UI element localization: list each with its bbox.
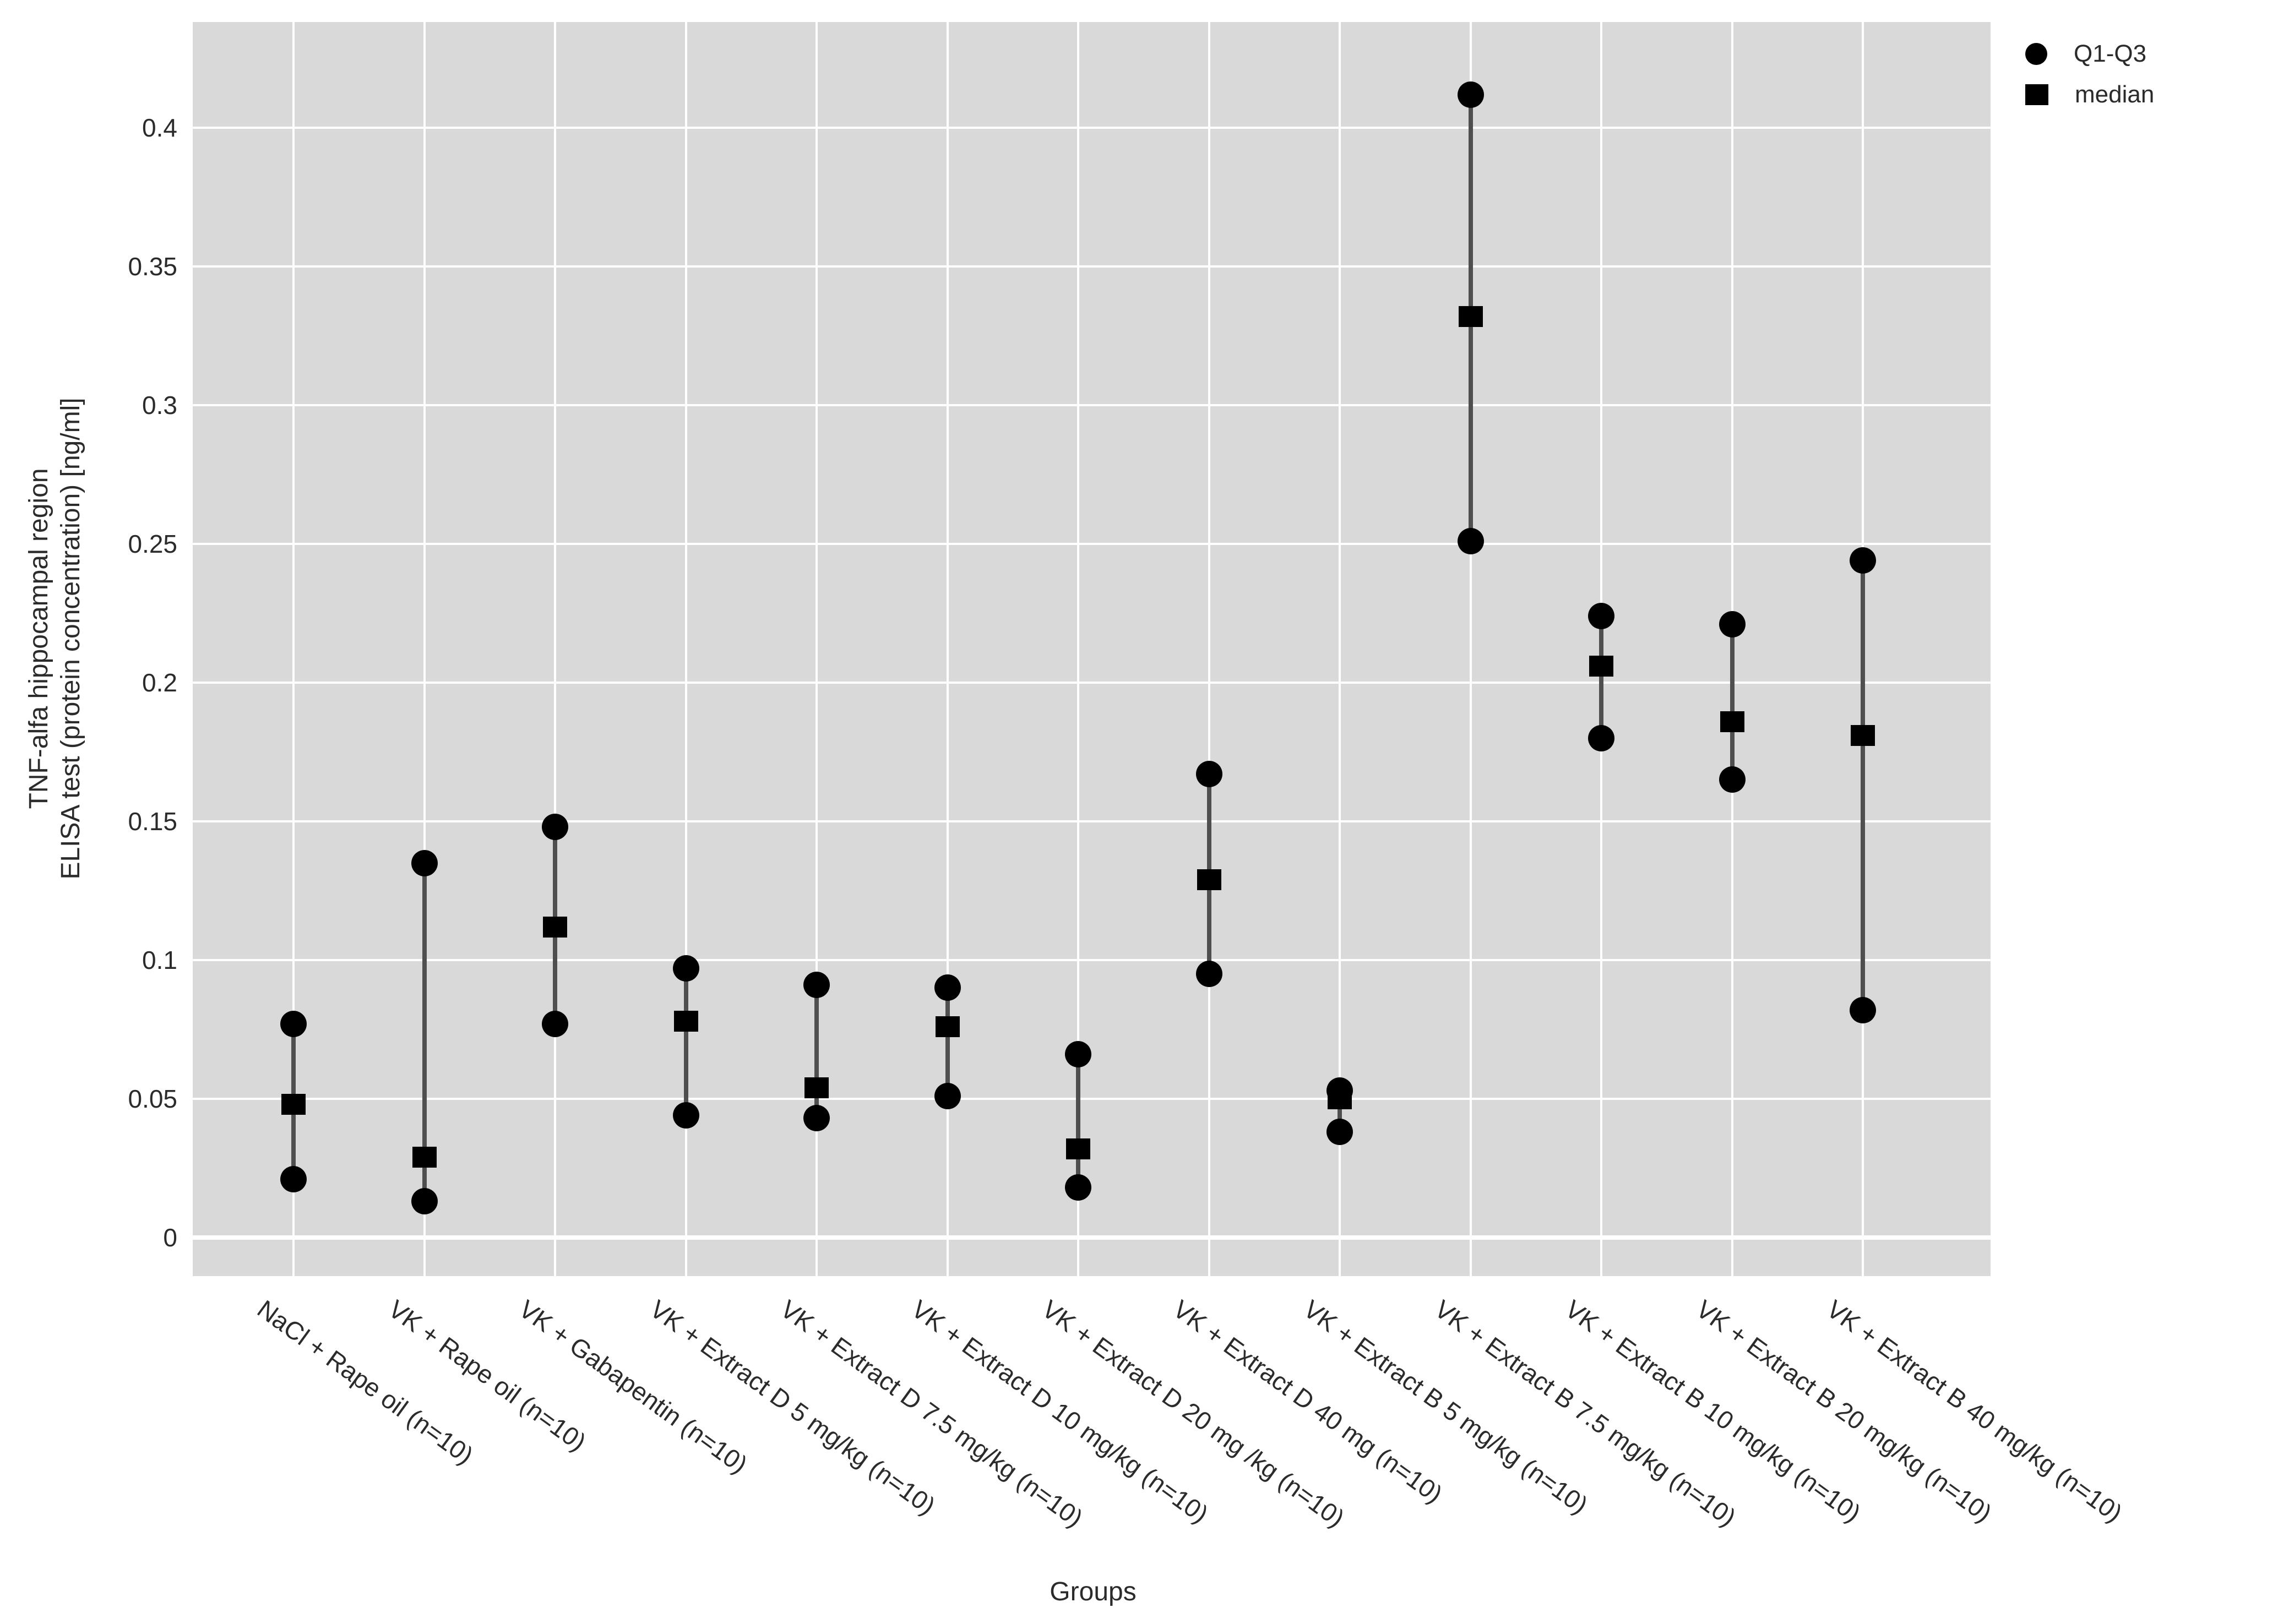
q1-marker xyxy=(1850,996,1876,1023)
x-tick-label: VK + Gabapentin (n=10) xyxy=(514,1294,753,1479)
range-line xyxy=(683,968,688,1116)
q1-marker xyxy=(1195,961,1222,988)
y-tick-label: 0.35 xyxy=(128,252,177,281)
y-tick-label: 0.15 xyxy=(128,807,177,836)
median-marker xyxy=(935,1016,960,1037)
median-marker xyxy=(1720,711,1744,732)
y-axis-title-line1: TNF-alfa hippocampal region xyxy=(24,468,53,809)
gridline-horizontal xyxy=(193,682,1991,684)
legend-label: Q1-Q3 xyxy=(2074,40,2147,67)
gridline-horizontal xyxy=(193,543,1991,545)
gridline-horizontal xyxy=(193,820,1991,822)
q3-marker xyxy=(1195,761,1222,788)
gridline-horizontal xyxy=(193,127,1991,129)
gridline-horizontal xyxy=(193,404,1991,406)
q1-marker xyxy=(1065,1174,1091,1201)
median-marker xyxy=(412,1146,437,1168)
q1-marker xyxy=(411,1188,438,1215)
q3-marker xyxy=(1588,603,1614,630)
legend-item-median: median xyxy=(2025,81,2154,108)
gridline-vertical xyxy=(1208,22,1210,1276)
q1-marker xyxy=(280,1166,307,1193)
median-marker xyxy=(543,916,567,938)
q3-marker xyxy=(803,972,830,999)
range-line xyxy=(1730,624,1735,780)
range-line xyxy=(1076,1054,1080,1188)
range-line xyxy=(945,988,950,1096)
median-marker xyxy=(1458,306,1483,327)
q3-marker xyxy=(1065,1041,1091,1068)
x-axis-title: Groups xyxy=(1050,1577,1137,1606)
median-marker xyxy=(1851,724,1875,746)
median-marker xyxy=(673,1010,698,1032)
legend-circle-icon xyxy=(2025,43,2047,65)
q1-marker xyxy=(1719,766,1746,793)
range-line xyxy=(1861,560,1865,1010)
y-tick-label: 0.3 xyxy=(142,391,177,419)
q3-marker xyxy=(1719,611,1746,638)
y-tick-label: 0.1 xyxy=(142,946,177,974)
legend: Q1-Q3 median xyxy=(2025,41,2154,108)
range-line xyxy=(1599,616,1603,738)
gridline-vertical xyxy=(554,22,556,1276)
gridline-vertical xyxy=(292,22,295,1276)
y-tick-label: 0.2 xyxy=(142,668,177,697)
plot-area xyxy=(193,22,1991,1276)
y-tick-label: 0.05 xyxy=(128,1085,177,1113)
q3-marker xyxy=(411,849,438,876)
gridline-vertical xyxy=(815,22,818,1276)
q1-marker xyxy=(672,1102,699,1129)
median-marker xyxy=(1589,655,1613,677)
x-tick-label: VK + Extract D 40 mg (n=10) xyxy=(1167,1294,1448,1509)
gridline-vertical xyxy=(946,22,949,1276)
median-marker xyxy=(1197,869,1221,890)
q3-marker xyxy=(672,955,699,982)
gridline-vertical xyxy=(1339,22,1341,1276)
range-line xyxy=(422,863,427,1202)
q1-marker xyxy=(542,1010,568,1037)
y-axis-title-line2: ELISA test (protein concentration) [ng/m… xyxy=(56,397,85,880)
legend-label: median xyxy=(2075,81,2155,108)
q3-marker xyxy=(934,974,961,1001)
y-tick-label: 0.4 xyxy=(142,113,177,142)
y-axis-title: TNF-alfa hippocampal region ELISA test (… xyxy=(23,397,87,879)
median-marker xyxy=(804,1077,829,1098)
gridline-vertical xyxy=(1077,22,1079,1276)
gridline-vertical xyxy=(684,22,687,1276)
x-tick-label: NaCl + Rape oil (n=10) xyxy=(252,1294,479,1470)
gridline-horizontal xyxy=(193,1235,1991,1240)
q1-marker xyxy=(1326,1119,1353,1146)
range-line xyxy=(1338,1090,1342,1132)
q3-marker xyxy=(280,1010,307,1037)
gridline-vertical xyxy=(423,22,426,1276)
q1-marker xyxy=(803,1105,830,1132)
q1-marker xyxy=(934,1082,961,1109)
q3-marker xyxy=(1457,81,1484,108)
q1-marker xyxy=(1588,724,1614,751)
y-tick-label: 0 xyxy=(163,1223,177,1252)
median-marker xyxy=(281,1094,306,1115)
gridline-horizontal xyxy=(193,1098,1991,1100)
range-line xyxy=(814,985,819,1119)
q1-marker xyxy=(1457,527,1484,554)
gridline-horizontal xyxy=(193,265,1991,268)
y-tick-label: 0.25 xyxy=(128,530,177,558)
median-marker xyxy=(1066,1138,1090,1159)
q3-marker xyxy=(1850,547,1876,574)
legend-item-q1-q3: Q1-Q3 xyxy=(2025,41,2154,67)
gridline-vertical xyxy=(1469,22,1472,1276)
gridline-horizontal xyxy=(193,959,1991,961)
q3-marker xyxy=(542,814,568,841)
legend-square-icon xyxy=(2025,84,2048,105)
median-marker xyxy=(1328,1088,1352,1109)
